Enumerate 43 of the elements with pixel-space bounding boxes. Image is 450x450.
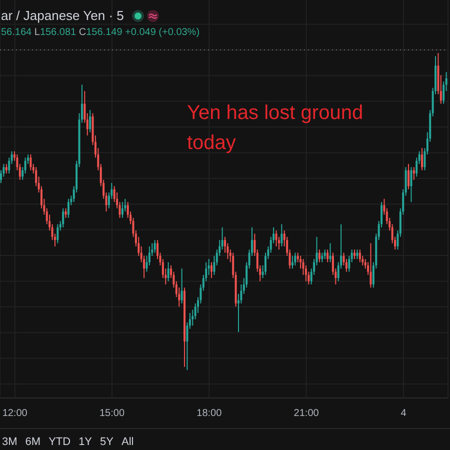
candlestick [421,148,424,171]
annotation: Yen has lost ground today [187,102,364,154]
x-tick-label: 4 [400,408,407,420]
candlestick [280,224,283,247]
text: 1Y [78,436,92,448]
x-tick-label: 18:00 [196,408,222,420]
candlestick [358,249,361,263]
text: All [122,436,134,448]
candlestick [412,166,415,180]
candlestick [329,242,332,263]
text: 3M [2,436,18,448]
candlestick [167,262,170,282]
candlestick [5,163,8,174]
x-tick-label: 15:00 [99,408,125,420]
candlestick [408,163,410,190]
candlestick [324,249,326,260]
x-tick-label: 21:00 [294,408,320,420]
chart-subtitle: 56.164 L156.081 C156.149 +0.049 (+0.03%) [1,27,200,38]
candlestick [294,252,296,266]
candlestick [64,208,67,218]
candlestick [56,224,59,244]
text: 6M [25,436,41,448]
candlestick [180,268,183,304]
candlestick [321,252,324,263]
candlestick [121,201,124,218]
candlestick [291,255,294,270]
candlestick [89,110,92,133]
candlestick [326,249,329,263]
candlestick [370,242,372,288]
candlestick [354,249,356,260]
text: YTD [48,436,71,448]
candlestick [356,249,358,260]
candlestick [275,230,278,247]
x-tick-label: 12:00 [2,408,28,420]
candlestick [318,249,320,263]
candlestick [154,240,156,254]
candlestick [62,208,64,228]
candlestick [30,154,32,171]
chart-title: ar / Japanese Yen · 5 [1,7,124,25]
candlestick [410,166,412,202]
candlestick [210,262,213,279]
candlestick [67,198,70,218]
text: 5Y [100,436,114,448]
